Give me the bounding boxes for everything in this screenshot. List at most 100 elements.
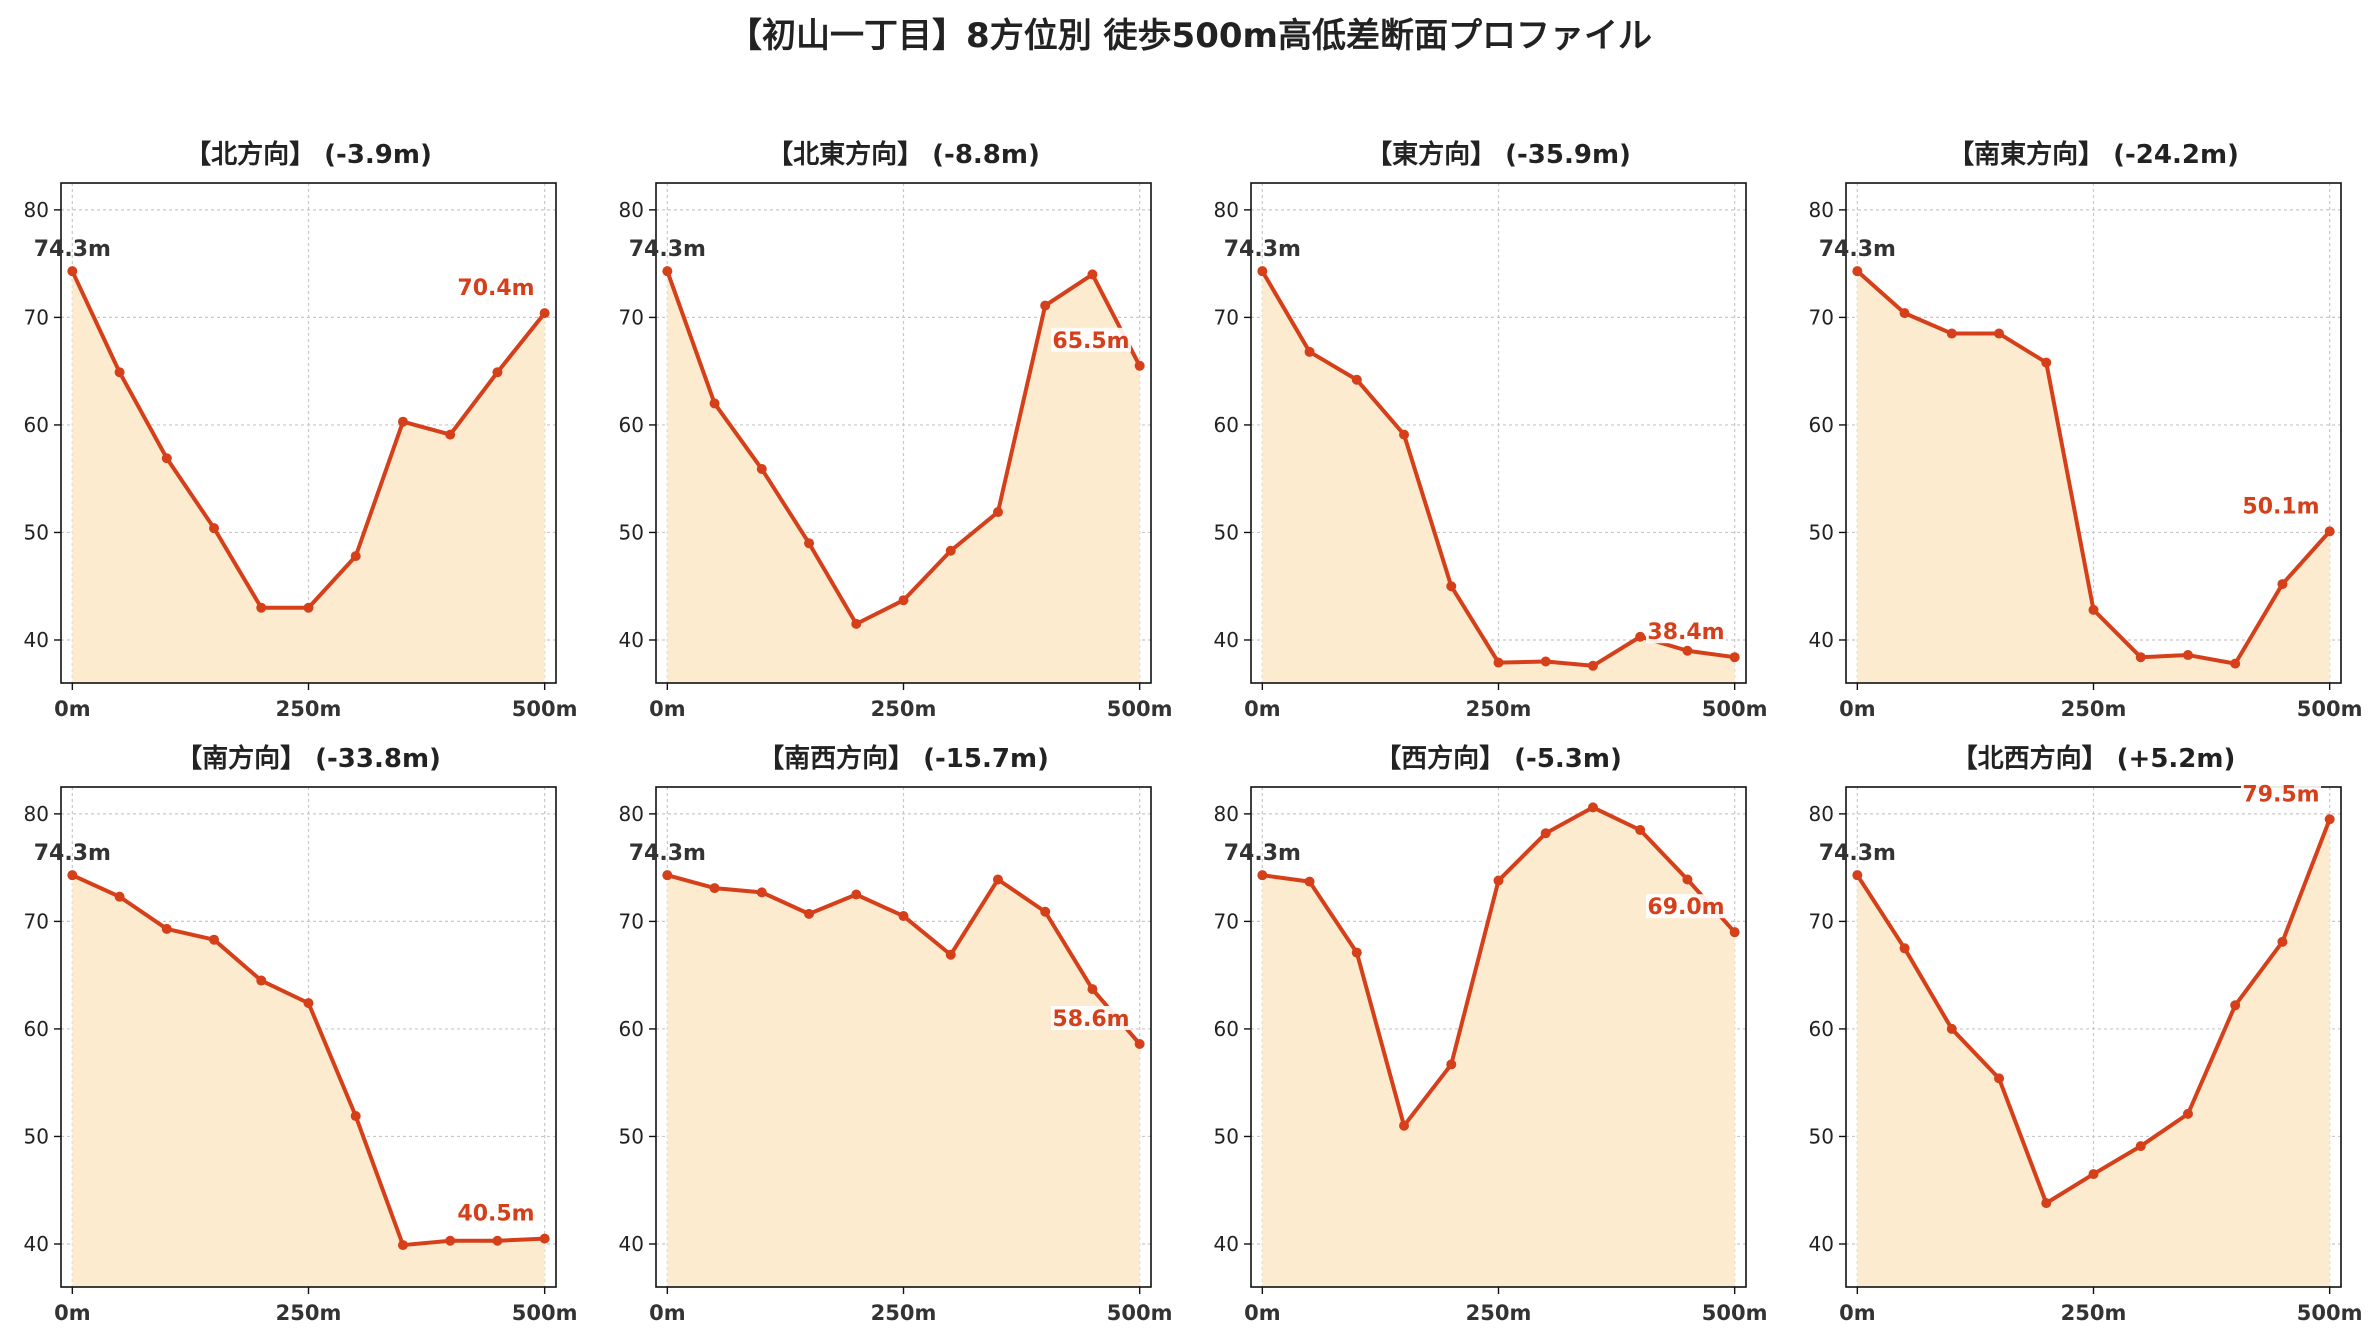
start-elevation-label: 74.3m <box>34 237 111 262</box>
data-point <box>2135 652 2146 663</box>
data-point <box>350 551 361 562</box>
data-point <box>397 1240 408 1251</box>
subplot-title: 【東方向】 (-35.9m) <box>1366 139 1631 170</box>
subplot-title: 【南方向】 (-33.8m) <box>176 743 441 774</box>
y-tick-label: 80 <box>24 802 49 826</box>
data-point <box>2182 1108 2193 1119</box>
y-tick-label: 60 <box>1809 1017 1834 1041</box>
x-tick-label: 500m <box>1107 697 1173 721</box>
data-point <box>445 1235 456 1246</box>
end-label-background <box>2241 493 2321 518</box>
x-tick-label: 250m <box>2061 697 2127 721</box>
data-point <box>1635 631 1646 642</box>
elevation-area <box>667 271 1140 683</box>
end-elevation-label: 58.6m <box>1052 1007 1129 1032</box>
data-point <box>67 266 78 277</box>
y-tick-label: 50 <box>1214 520 1239 544</box>
data-point <box>851 618 862 629</box>
y-tick-label: 40 <box>619 628 644 652</box>
y-tick-label: 80 <box>1809 198 1834 222</box>
y-tick-label: 40 <box>1809 1232 1834 1256</box>
data-point <box>756 464 767 475</box>
x-tick-label: 500m <box>1702 1301 1768 1325</box>
end-label-background <box>456 1200 536 1225</box>
data-point <box>756 887 767 898</box>
y-tick-label: 50 <box>1809 1124 1834 1148</box>
data-point <box>945 949 956 960</box>
y-tick-label: 50 <box>24 520 49 544</box>
data-point <box>2277 936 2288 947</box>
data-point <box>1946 328 1957 339</box>
start-elevation-label: 74.3m <box>34 841 111 866</box>
data-point <box>1994 1073 2005 1084</box>
data-point <box>1446 581 1457 592</box>
data-point <box>898 911 909 922</box>
x-tick-label: 0m <box>1244 697 1281 721</box>
elevation-area <box>1857 271 2330 683</box>
x-tick-label: 500m <box>1107 1301 1173 1325</box>
end-label-background <box>1646 619 1726 644</box>
data-point <box>2182 650 2193 661</box>
data-point <box>1087 984 1098 995</box>
x-tick-label: 0m <box>649 1301 686 1325</box>
y-tick-label: 80 <box>1809 802 1834 826</box>
y-tick-label: 70 <box>619 909 644 933</box>
data-point <box>114 891 125 902</box>
data-point <box>2230 1000 2241 1011</box>
data-point <box>2088 604 2099 615</box>
data-point <box>709 883 720 894</box>
data-point <box>492 367 503 378</box>
x-tick-label: 250m <box>871 697 937 721</box>
elevation-area <box>72 271 545 683</box>
y-tick-label: 80 <box>1214 802 1239 826</box>
elevation-area <box>1262 271 1735 683</box>
y-tick-label: 40 <box>619 1232 644 1256</box>
y-tick-label: 50 <box>24 1124 49 1148</box>
x-tick-label: 0m <box>1839 1301 1876 1325</box>
data-point <box>2230 658 2241 669</box>
data-point <box>492 1235 503 1246</box>
data-point <box>1540 656 1551 667</box>
data-point <box>1682 874 1693 885</box>
data-point <box>662 870 673 881</box>
y-tick-label: 40 <box>24 1232 49 1256</box>
x-tick-label: 0m <box>1244 1301 1281 1325</box>
data-point <box>1682 645 1693 656</box>
subplot-title: 【南東方向】 (-24.2m) <box>1948 139 2239 170</box>
x-tick-label: 250m <box>1466 1301 1532 1325</box>
data-point <box>945 545 956 556</box>
start-elevation-label: 74.3m <box>629 841 706 866</box>
end-label-background <box>2241 781 2321 806</box>
data-point <box>1304 876 1315 887</box>
elevation-area <box>1262 807 1735 1287</box>
data-point <box>1899 943 1910 954</box>
data-point <box>1087 269 1098 280</box>
x-tick-label: 500m <box>512 1301 578 1325</box>
data-point <box>2277 579 2288 590</box>
x-tick-label: 500m <box>1702 697 1768 721</box>
data-point <box>1493 875 1504 886</box>
data-point <box>851 889 862 900</box>
data-point <box>1994 328 2005 339</box>
data-point <box>256 602 267 613</box>
chart-panel-8: 【北西方向】 (+5.2m) 40 50 60 70 80 0m 250m 500m 74.3m 7… <box>1809 743 2363 1325</box>
y-tick-label: 60 <box>619 413 644 437</box>
y-tick-label: 60 <box>1214 1017 1239 1041</box>
data-point <box>1446 1059 1457 1070</box>
x-tick-label: 0m <box>54 697 91 721</box>
data-point <box>1493 657 1504 668</box>
y-tick-label: 80 <box>24 198 49 222</box>
data-point <box>1399 429 1410 440</box>
x-tick-label: 250m <box>871 1301 937 1325</box>
data-point <box>209 523 220 534</box>
data-point <box>161 923 172 934</box>
end-label-background <box>456 275 536 300</box>
data-point <box>1399 1120 1410 1131</box>
y-tick-label: 70 <box>1809 909 1834 933</box>
chart-panel-7: 【西方向】 (-5.3m) 40 50 60 70 80 0m 250m 500m 74.3m 69… <box>1214 743 1768 1325</box>
chart-panel-2: 【北東方向】 (-8.8m) 40 50 60 70 80 0m 250m 500m 74.3m 6… <box>619 139 1173 721</box>
y-tick-label: 80 <box>1214 198 1239 222</box>
data-point <box>209 934 220 945</box>
